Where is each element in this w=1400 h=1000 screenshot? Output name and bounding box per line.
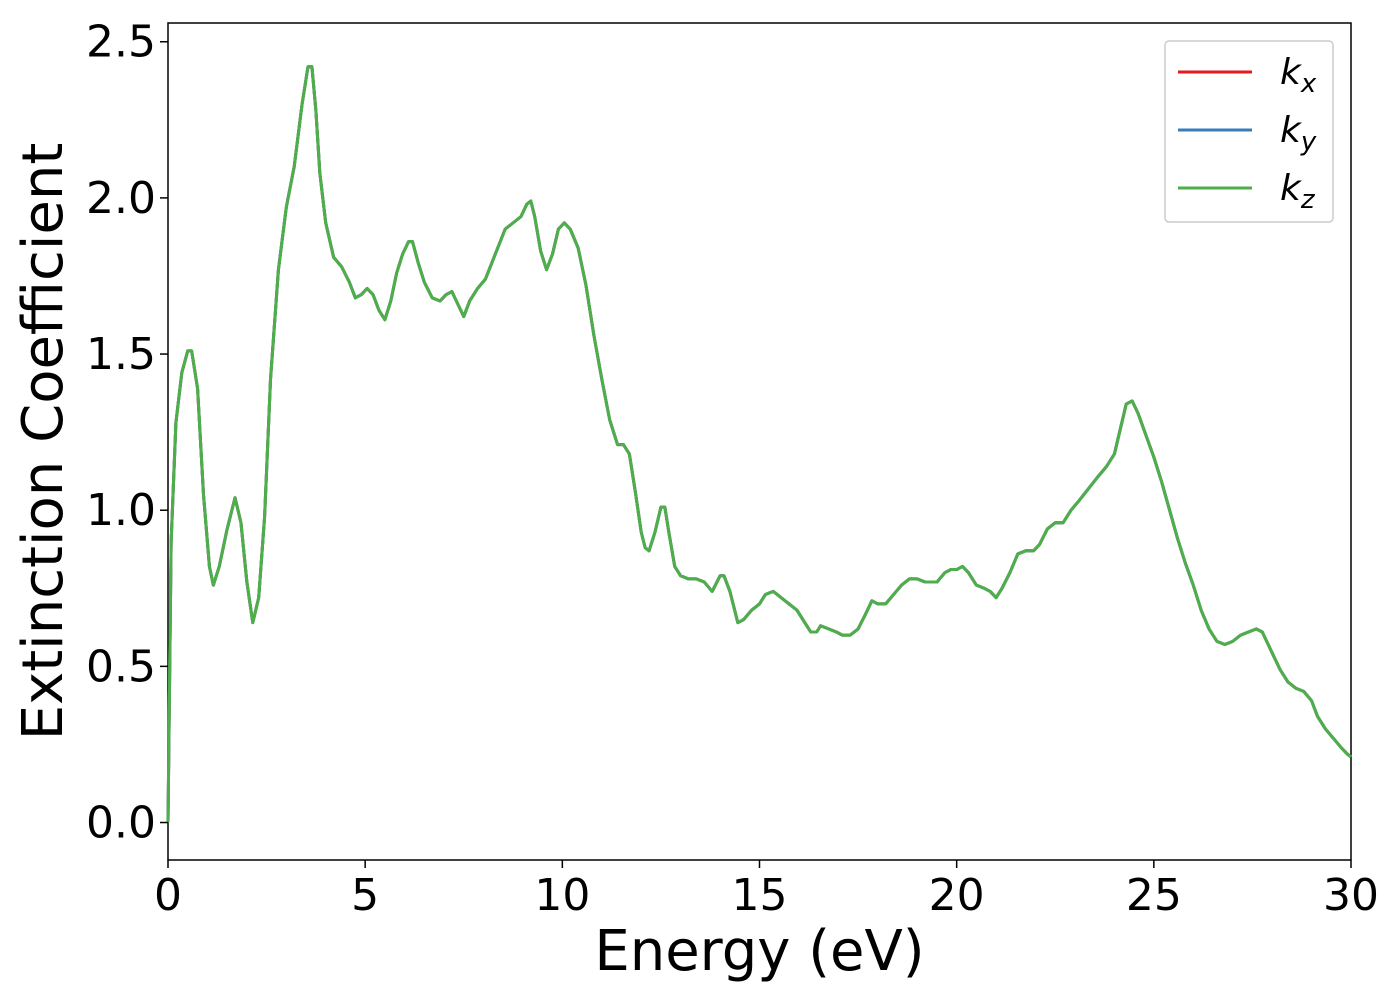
y-tick-label: 1.5 <box>86 329 156 380</box>
y-tick-label: 1.0 <box>86 485 156 536</box>
x-tick-label: 0 <box>154 870 182 921</box>
x-tick-label: 15 <box>732 870 788 921</box>
legend-label: ky <box>1280 110 1317 157</box>
y-axis-label: Extinction Coefficient <box>11 143 76 741</box>
series-line-kz <box>166 65 1352 823</box>
y-tick-label: 0.0 <box>86 798 156 849</box>
y-tick-label: 2.5 <box>86 17 156 68</box>
x-tick-label: 30 <box>1323 870 1379 921</box>
series-layer <box>166 65 1352 823</box>
y-axis-ticks: 0.0 0.5 1.0 1.5 2.0 2.5 <box>86 17 168 849</box>
x-tick-label: 5 <box>351 870 379 921</box>
x-axis-label: Energy (eV) <box>594 919 924 984</box>
y-tick-label: 2.0 <box>86 173 156 224</box>
legend: kx ky kz <box>1164 40 1334 223</box>
x-tick-label: 10 <box>534 870 590 921</box>
x-tick-label: 25 <box>1126 870 1182 921</box>
legend-label: kx <box>1280 52 1317 99</box>
x-tick-label: 20 <box>929 870 985 921</box>
y-tick-label: 0.5 <box>86 641 156 692</box>
x-axis-ticks: 0 5 10 15 20 25 30 <box>154 860 1379 921</box>
legend-label: kz <box>1280 168 1316 215</box>
